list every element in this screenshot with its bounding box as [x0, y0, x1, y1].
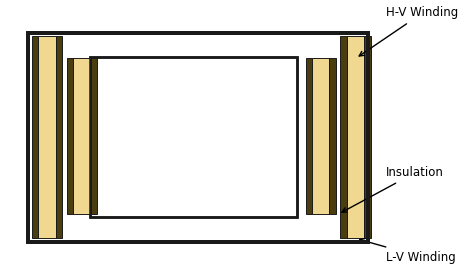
Bar — [28, 33, 368, 242]
Bar — [67, 58, 73, 214]
Bar — [90, 57, 297, 217]
Bar — [56, 36, 62, 238]
Bar — [38, 36, 56, 238]
Bar — [90, 57, 297, 217]
Bar — [91, 58, 97, 214]
Text: Insulation: Insulation — [342, 166, 444, 212]
Bar — [329, 58, 336, 214]
Text: H-V Winding: H-V Winding — [359, 6, 459, 56]
Bar — [347, 36, 365, 238]
Bar — [306, 58, 312, 214]
Bar — [312, 58, 329, 214]
Bar — [73, 58, 91, 214]
Bar — [32, 36, 38, 238]
Bar — [365, 36, 371, 238]
Bar — [340, 36, 347, 238]
Text: L-V Winding: L-V Winding — [360, 239, 456, 264]
Bar — [28, 33, 368, 242]
